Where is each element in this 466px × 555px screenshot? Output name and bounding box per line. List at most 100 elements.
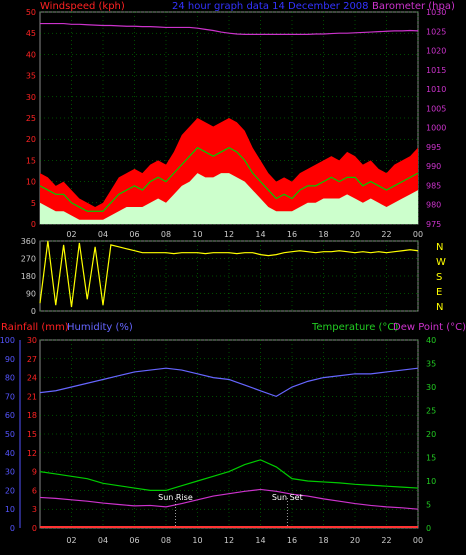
tick-label-dir: 0 — [31, 307, 36, 316]
tick-labels: 0510152025303540455097598098599099510001… — [0, 8, 446, 545]
tick-label-dir: 180 — [21, 272, 36, 281]
tick-label-hour: 20 — [350, 230, 360, 239]
tick-label-wind: 0 — [31, 220, 36, 229]
climate-series-layer — [39, 367, 419, 528]
tick-label-temp: 30 — [426, 383, 436, 392]
tick-label-hour: 18 — [318, 536, 328, 545]
barometer-axis-title: Barometer (hpa) — [372, 1, 455, 12]
tick-label-hour: 12 — [224, 536, 234, 545]
tick-label-dir: 360 — [21, 237, 36, 246]
tick-label-baro: 990 — [426, 162, 441, 171]
compass-label: S — [436, 272, 442, 283]
tick-label-humidity: 70 — [5, 392, 15, 401]
tick-label-rain: 3 — [32, 505, 37, 514]
tick-label-baro: 1005 — [426, 104, 446, 113]
tick-label-rain: 27 — [27, 355, 37, 364]
compass-label: E — [436, 287, 442, 298]
dewpoint-axis-title: Dew Point (°C) — [393, 322, 466, 333]
sun-annotation: Sun Set — [272, 493, 303, 502]
tick-label-hour: 00 — [413, 536, 423, 545]
temperature-axis-title: Temperature (°C) — [311, 322, 398, 333]
tick-label-hour: 08 — [161, 536, 171, 545]
gust-area — [40, 118, 418, 224]
tick-label-wind: 20 — [26, 135, 36, 144]
tick-label-baro: 1010 — [426, 85, 446, 94]
tick-label-hour: 00 — [413, 230, 423, 239]
tick-label-hour: 22 — [381, 536, 391, 545]
tick-label-hour: 14 — [255, 536, 265, 545]
tick-label-rain: 21 — [27, 392, 37, 401]
tick-label-wind: 35 — [26, 72, 36, 81]
tick-label-humidity: 90 — [5, 355, 15, 364]
tick-label-humidity: 30 — [5, 468, 15, 477]
tick-label-wind: 10 — [26, 178, 36, 187]
tick-label-wind: 15 — [26, 156, 36, 165]
barometer-line — [40, 22, 419, 35]
tick-label-hour: 10 — [192, 536, 202, 545]
tick-label-baro: 985 — [426, 181, 441, 190]
compass-label: N — [436, 302, 443, 313]
temperature-line — [39, 459, 419, 491]
tick-label-wind: 50 — [26, 8, 36, 17]
tick-label-hour: 04 — [98, 536, 108, 545]
tick-label-baro: 1030 — [426, 8, 446, 17]
tick-label-baro: 1025 — [426, 27, 446, 36]
tick-label-temp: 35 — [426, 360, 436, 369]
tick-label-hour: 22 — [381, 230, 391, 239]
tick-label-rain: 12 — [27, 449, 37, 458]
tick-label-humidity: 50 — [5, 430, 15, 439]
tick-label-temp: 20 — [426, 430, 436, 439]
direction-line — [39, 240, 419, 308]
compass-label: N — [436, 242, 443, 253]
tick-label-dir: 270 — [21, 255, 36, 264]
tick-label-temp: 15 — [426, 454, 436, 463]
speed-area — [40, 173, 418, 224]
tick-label-wind: 45 — [26, 29, 36, 38]
tick-label-baro: 1015 — [426, 66, 446, 75]
tick-label-temp: 0 — [426, 524, 431, 533]
sun-annotation: Sun Rise — [158, 493, 193, 502]
tick-label-hour: 16 — [287, 230, 297, 239]
tick-label-temp: 10 — [426, 477, 436, 486]
windspeed-axis-title: Windspeed (kph) — [40, 1, 125, 12]
tick-label-hour: 08 — [161, 230, 171, 239]
tick-label-hour: 12 — [224, 230, 234, 239]
tick-label-hour: 20 — [350, 536, 360, 545]
tick-label-humidity: 40 — [5, 449, 15, 458]
dewpoint-line — [39, 488, 419, 510]
tick-label-baro: 1020 — [426, 47, 446, 56]
tick-label-temp: 25 — [426, 407, 436, 416]
tick-label-rain: 15 — [27, 430, 37, 439]
tick-label-rain: 6 — [32, 486, 37, 495]
tick-label-humidity: 10 — [5, 505, 15, 514]
tick-label-rain: 9 — [32, 468, 37, 477]
direction-series-layer — [39, 240, 419, 308]
tick-label-temp: 40 — [426, 336, 436, 345]
graph-title: 24 hour graph data 14 December 2008 — [172, 1, 369, 12]
tick-label-wind: 25 — [26, 114, 36, 123]
tick-label-rain: 18 — [27, 411, 37, 420]
tick-label-humidity: 100 — [0, 336, 15, 345]
humidity-line — [39, 367, 419, 398]
tick-label-baro: 1000 — [426, 124, 446, 133]
compass-label: W — [436, 257, 446, 268]
tick-label-hour: 06 — [129, 230, 139, 239]
average-line — [39, 146, 419, 212]
tick-label-hour: 14 — [255, 230, 265, 239]
tick-label-hour: 04 — [98, 230, 108, 239]
tick-label-temp: 5 — [426, 501, 431, 510]
tick-label-baro: 995 — [426, 143, 441, 152]
rainfall-axis-title: Rainfall (mm) — [1, 322, 69, 333]
tick-label-hour: 18 — [318, 230, 328, 239]
tick-label-hour: 02 — [66, 230, 76, 239]
tick-label-humidity: 20 — [5, 486, 15, 495]
tick-label-humidity: 0 — [10, 524, 15, 533]
tick-label-hour: 02 — [66, 536, 76, 545]
tick-label-baro: 980 — [426, 201, 441, 210]
tick-label-wind: 5 — [31, 199, 36, 208]
tick-label-humidity: 80 — [5, 374, 15, 383]
tick-label-hour: 06 — [129, 536, 139, 545]
tick-label-rain: 24 — [27, 374, 37, 383]
wind-series-layer — [39, 22, 419, 224]
